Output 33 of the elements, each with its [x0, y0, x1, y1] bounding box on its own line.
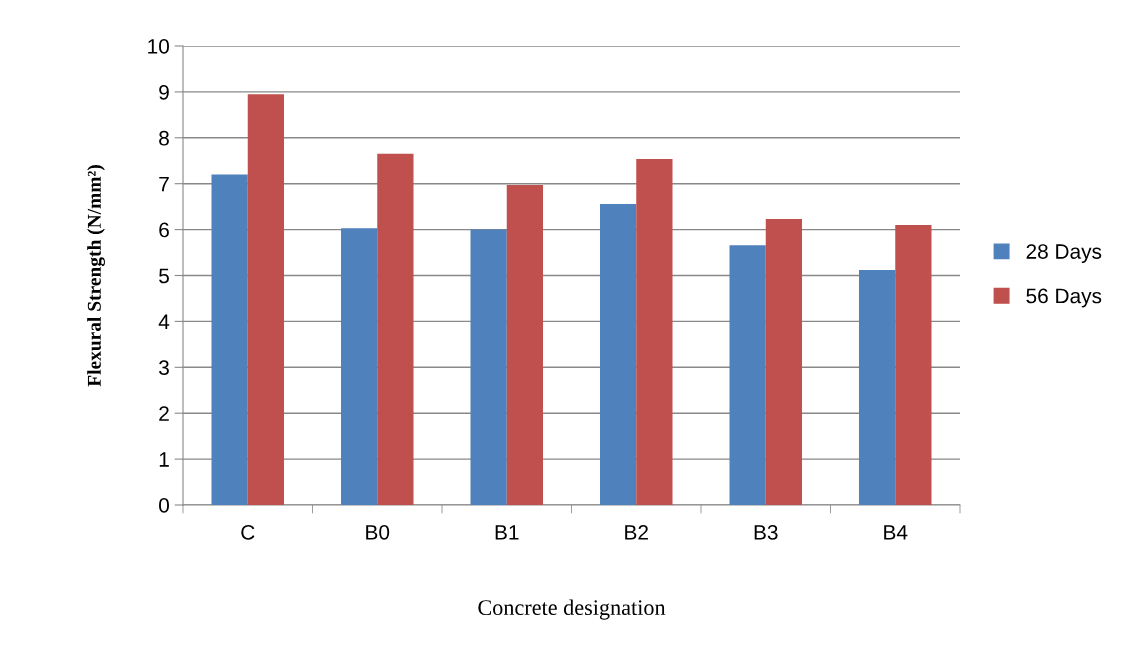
- bar: [895, 225, 932, 505]
- x-axis-title: Concrete designation: [478, 599, 666, 620]
- y-tick-label: 2: [159, 406, 169, 421]
- y-axis-title: Flexural Strength (N/mm²): [87, 165, 105, 387]
- bar: [636, 158, 673, 505]
- bar: [858, 269, 896, 505]
- y-tick-label: 5: [159, 268, 169, 284]
- bar: [765, 219, 803, 505]
- x-tick-label: B2: [625, 524, 648, 540]
- legend-label: 56 Days: [1026, 288, 1102, 308]
- y-tick-label: 3: [159, 360, 169, 376]
- y-tick-label: 0: [159, 498, 169, 513]
- x-tick-label: B1: [495, 525, 519, 540]
- bar: [247, 94, 285, 505]
- bar: [599, 203, 637, 505]
- x-tick-label: B0: [366, 524, 390, 540]
- bar: [377, 153, 414, 505]
- y-tick-label: 8: [159, 130, 169, 146]
- bar: [211, 174, 248, 505]
- bar: [729, 245, 766, 505]
- x-tick-label: C: [241, 524, 255, 540]
- bar: [470, 229, 507, 505]
- x-tick-label: B3: [754, 524, 778, 540]
- y-tick-label: 7: [159, 176, 169, 192]
- bar: [340, 228, 378, 505]
- legend-label: 28 Days: [1026, 244, 1102, 263]
- y-tick-label: 10: [148, 39, 169, 54]
- y-tick-label: 9: [159, 84, 169, 100]
- y-tick-label: 6: [159, 222, 169, 238]
- y-tick-label: 1: [159, 452, 169, 467]
- bar: [506, 185, 544, 505]
- y-tick-label: 4: [158, 314, 170, 329]
- x-tick-label: B4: [884, 525, 908, 540]
